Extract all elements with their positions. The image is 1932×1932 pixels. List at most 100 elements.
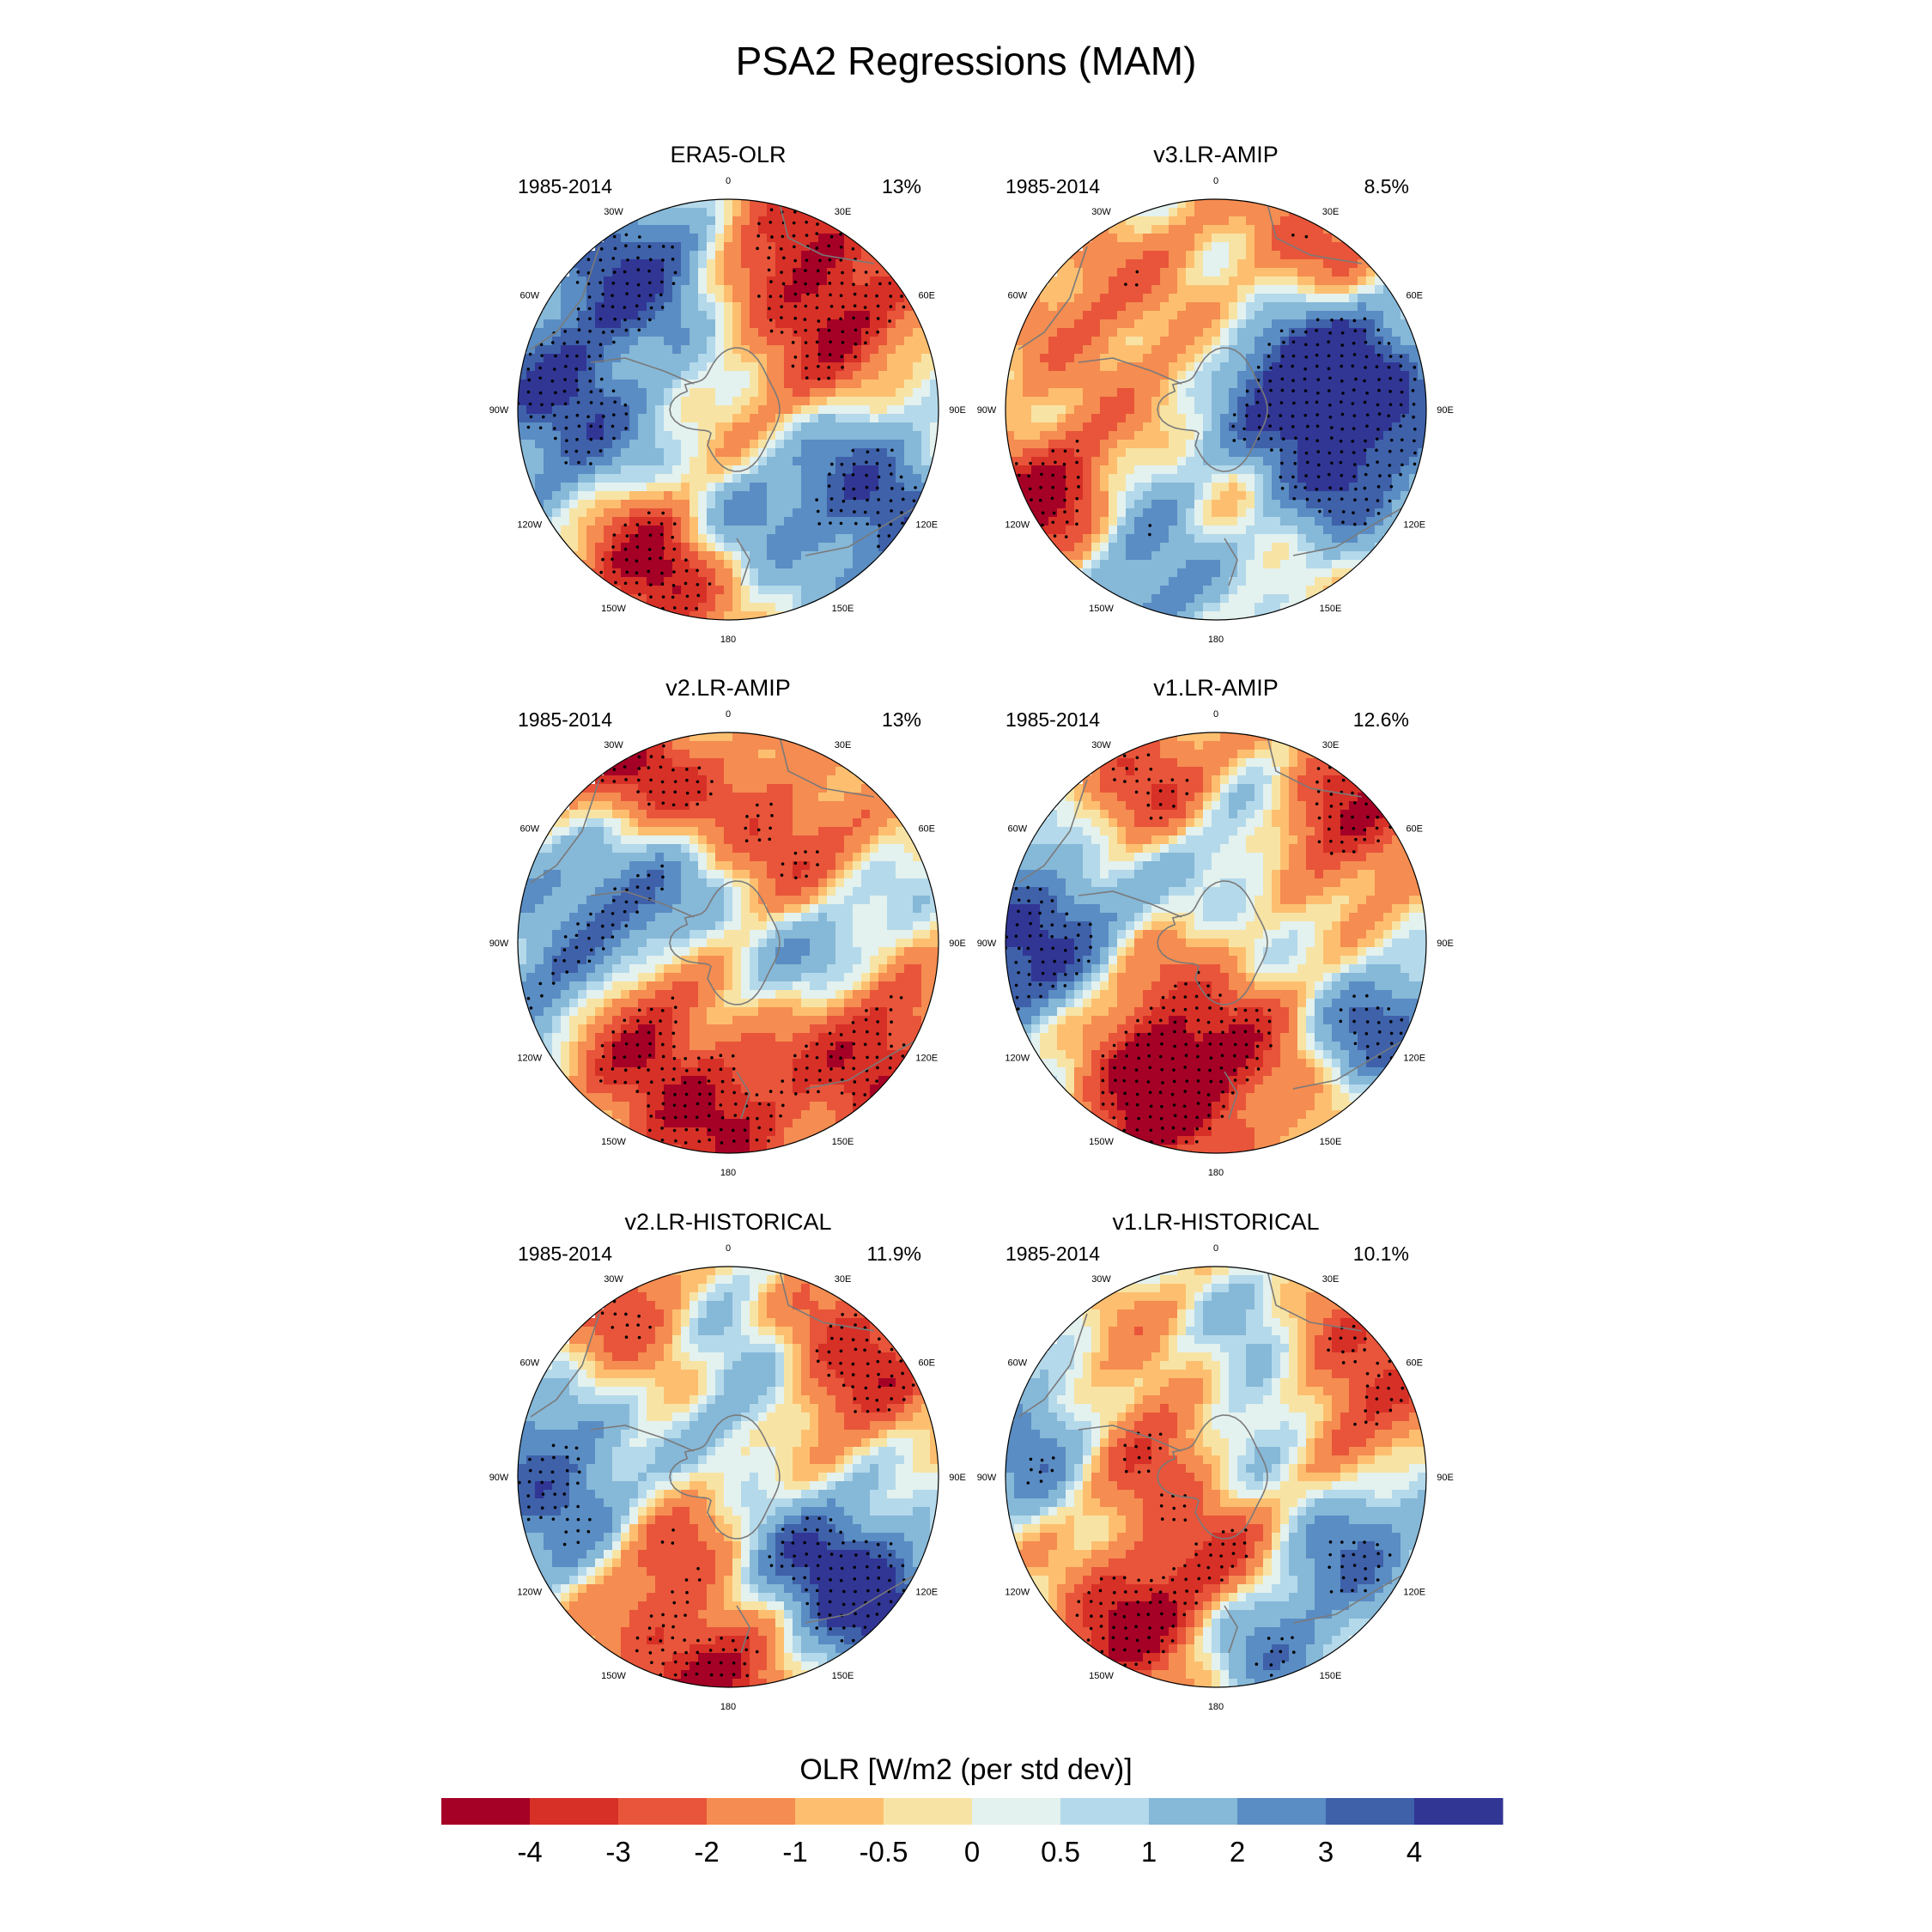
longitude-label: 0	[726, 709, 731, 720]
africa-coastline	[779, 1270, 875, 1332]
longitude-label: 120W	[517, 1588, 542, 1598]
longitude-label: 30E	[1322, 740, 1340, 750]
panel-variance: 10.1%	[1353, 1242, 1409, 1265]
significance-stippling	[518, 208, 917, 611]
colorbar-tick-label: -2	[694, 1836, 719, 1868]
longitude-label: 150E	[1320, 1137, 1342, 1147]
longitude-label: 60W	[519, 291, 539, 301]
antarctica-coastline	[669, 1414, 781, 1540]
panel-variance: 12.6%	[1353, 708, 1409, 731]
south-america-coastline	[530, 1313, 600, 1418]
longitude-label: 30E	[835, 1274, 852, 1285]
figure-title: PSA2 Regressions (MAM)	[736, 39, 1197, 83]
colorbar-box	[707, 1798, 796, 1825]
panel-title: ERA5-OLR	[670, 142, 786, 167]
panel-period: 1985-2014	[1005, 1242, 1100, 1265]
longitude-label: 30W	[604, 1274, 623, 1285]
longitude-label: 60E	[1406, 1358, 1423, 1369]
map-panel: 0 30E 60E 90E 120E 150E 180 150W 120W 90W 60W 30W v2…	[489, 675, 966, 1178]
map-border	[517, 732, 939, 1154]
africa-coastline	[779, 203, 875, 264]
longitude-label: 90E	[949, 405, 966, 416]
longitude-label: 180	[720, 1168, 736, 1178]
panel-variance: 13%	[882, 175, 921, 197]
longitude-label: 150E	[832, 604, 854, 614]
antarctic-peninsula-coastline	[1078, 1425, 1182, 1452]
longitude-label: 90W	[489, 939, 509, 949]
colorbar-box	[972, 1798, 1061, 1825]
longitude-label: 60E	[1406, 824, 1423, 835]
longitude-label: 150E	[832, 1137, 854, 1147]
longitude-label: 90E	[1437, 1473, 1454, 1483]
longitude-label: 180	[720, 1702, 736, 1712]
map-border	[1005, 732, 1427, 1154]
longitude-label: 90E	[949, 939, 966, 949]
significance-stippling	[1005, 753, 1404, 1144]
panel-title: v3.LR-AMIP	[1153, 142, 1279, 167]
south-america-coastline	[1018, 779, 1088, 884]
olr-regression-field	[518, 732, 939, 1153]
panel-variance: 13%	[882, 708, 921, 731]
longitude-label: 120E	[1403, 1054, 1425, 1064]
antarctica-coastline	[669, 347, 781, 472]
longitude-label: 30W	[1091, 207, 1111, 217]
longitude-label: 0	[726, 1243, 731, 1254]
antarctic-peninsula-coastline	[1078, 890, 1182, 918]
colorbar-tick-label: 3	[1318, 1836, 1334, 1868]
colorbar-box	[1149, 1798, 1238, 1825]
colorbar-tick-label: -4	[517, 1836, 542, 1868]
colorbar-tick-label: 2	[1230, 1836, 1245, 1868]
colorbar-box	[1326, 1798, 1415, 1825]
panel-period: 1985-2014	[518, 175, 612, 197]
longitude-label: 150E	[1320, 604, 1342, 614]
longitude-label: 30E	[835, 740, 852, 750]
colorbar-box	[795, 1798, 884, 1825]
map-border	[1005, 1266, 1427, 1688]
olr-regression-field	[518, 199, 939, 620]
colorbar-box	[1060, 1798, 1150, 1825]
longitude-label: 120E	[915, 520, 938, 531]
longitude-label: 150W	[601, 604, 626, 614]
south-america-coastline	[530, 246, 600, 350]
longitude-label: 90W	[977, 939, 997, 949]
panel-title: v1.LR-HISTORICAL	[1112, 1209, 1319, 1235]
longitude-label: 60E	[918, 824, 935, 835]
longitude-label: 30E	[1322, 207, 1340, 217]
colorbar-label: OLR [W/m2 (per std dev)]	[799, 1753, 1132, 1786]
map-panel: 0 30E 60E 90E 120E 150E 180 150W 120W 90W 60W 30W v1…	[977, 1209, 1454, 1712]
longitude-label: 150W	[601, 1671, 626, 1681]
longitude-label: 180	[1208, 635, 1224, 645]
longitude-label: 30W	[1091, 1274, 1111, 1285]
longitude-label: 90W	[977, 405, 997, 416]
map-panel: 0 30E 60E 90E 120E 150E 180 150W 120W 90W 60W 30W v1…	[977, 675, 1454, 1178]
significance-stippling	[1014, 233, 1417, 538]
south-america-coastline	[1018, 246, 1088, 350]
longitude-label: 120E	[1403, 520, 1425, 531]
longitude-label: 60E	[918, 1358, 935, 1369]
longitude-label: 150W	[1089, 604, 1114, 614]
map-border	[1005, 198, 1427, 621]
map-border	[517, 1266, 939, 1688]
panel-period: 1985-2014	[518, 1242, 612, 1265]
longitude-label: 90E	[1437, 939, 1454, 949]
new-zealand-coastline	[736, 1071, 750, 1120]
colorbar-tick-label: -3	[605, 1836, 630, 1868]
antarctic-peninsula-coastline	[590, 1425, 695, 1452]
longitude-label: 0	[1213, 176, 1218, 186]
colorbar-tick-label: -1	[782, 1836, 807, 1868]
longitude-label: 30W	[604, 740, 623, 750]
panel-variance: 11.9%	[866, 1242, 921, 1265]
panel-title: v1.LR-AMIP	[1153, 675, 1279, 701]
panel-title: v2.LR-HISTORICAL	[624, 1209, 831, 1235]
longitude-label: 150E	[1320, 1671, 1342, 1681]
longitude-label: 150E	[832, 1671, 854, 1681]
olr-regression-field	[1005, 1267, 1426, 1687]
longitude-label: 30W	[604, 207, 623, 217]
significance-stippling	[518, 1299, 915, 1678]
australia-coastline	[805, 1571, 922, 1624]
longitude-label: 0	[1213, 709, 1218, 720]
new-zealand-coastline	[1224, 1071, 1238, 1120]
longitude-label: 90W	[977, 1473, 997, 1483]
longitude-label: 120E	[915, 1588, 938, 1598]
colorbar-box	[530, 1798, 619, 1825]
